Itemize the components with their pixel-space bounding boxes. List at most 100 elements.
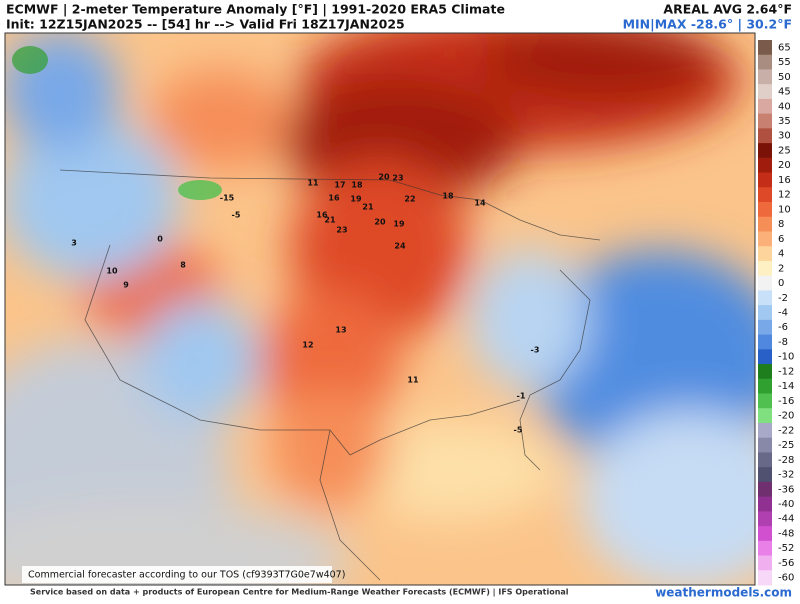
station-value: 12 (302, 341, 313, 350)
color-swatch (758, 260, 772, 277)
color-swatch (758, 570, 772, 586)
colorbar-label: 16 (778, 175, 791, 186)
color-swatch (758, 128, 772, 144)
colorbar-label: 12 (778, 190, 791, 201)
color-swatch (758, 172, 772, 188)
station-value: 21 (324, 216, 336, 225)
color-swatch (758, 113, 772, 129)
colorbar-label: -52 (778, 543, 794, 554)
colorbar-label: 55 (778, 57, 791, 68)
color-swatch (758, 98, 772, 115)
color-swatch (758, 452, 772, 468)
color-swatch (758, 481, 772, 498)
colorbar-label: 30 (778, 131, 791, 142)
color-swatch (758, 467, 772, 483)
area-avg: AREAL AVG 2.64°F (663, 2, 792, 17)
min-max: MIN|MAX -28.6° | 30.2°F (623, 17, 792, 32)
colorbar-label: -20 (778, 411, 794, 422)
station-value: 22 (404, 195, 415, 204)
station-value: 17 (334, 181, 345, 190)
colorbar-label: -40 (778, 499, 794, 510)
colorbar-label: 0 (778, 278, 784, 289)
colorbar-label: 10 (778, 204, 791, 215)
color-swatch (758, 143, 772, 159)
colorbar-label: -16 (778, 396, 794, 407)
colorbar-label: 2 (778, 263, 784, 274)
colorbar-label: -8 (778, 337, 788, 348)
colorbar-label: 6 (778, 234, 784, 245)
title: ECMWF | 2-meter Temperature Anomaly [°F]… (6, 2, 505, 17)
color-swatch (758, 334, 772, 350)
color-swatch (758, 349, 772, 365)
color-swatch (758, 69, 772, 85)
colorbar-label: -6 (778, 322, 788, 333)
colorbar-label: -36 (778, 484, 794, 495)
colorbar-label: -2 (778, 293, 788, 304)
station-value: 18 (351, 181, 363, 190)
site: weathermodels.com (655, 586, 792, 600)
colorbar-label: -12 (778, 366, 794, 377)
station-value: 11 (307, 179, 319, 188)
station-value: 19 (350, 195, 362, 204)
station-value: 19 (393, 220, 405, 229)
station-value: 13 (335, 326, 346, 335)
color-swatch (758, 275, 772, 291)
color-swatch (758, 540, 772, 557)
station-value: 23 (336, 226, 347, 235)
color-swatch (758, 84, 772, 100)
colorbar-label: -60 (778, 573, 794, 584)
color-swatch (758, 511, 772, 527)
station-value: -5 (514, 426, 523, 435)
colorbar-label: -32 (778, 470, 794, 481)
color-swatch (758, 40, 772, 56)
color-swatch (758, 408, 772, 424)
station-value: 11 (407, 376, 419, 385)
colorbar-label: 8 (778, 219, 784, 230)
colorbar-label: 35 (778, 116, 791, 127)
color-swatch (758, 378, 772, 395)
station-value: -5 (232, 211, 241, 220)
color-swatch (758, 555, 772, 571)
colorbar-label: 40 (778, 101, 791, 112)
colorbar-label: -14 (778, 381, 794, 392)
colorbar-label: 20 (778, 160, 791, 171)
color-swatch (758, 393, 772, 409)
station-value: 16 (316, 211, 328, 220)
station-value: 21 (362, 203, 374, 212)
station-value: -3 (531, 346, 540, 355)
disclaimer: Commercial forecaster according to our T… (28, 570, 345, 581)
color-swatch (758, 496, 772, 512)
station-value: 0 (157, 235, 163, 244)
station-value: 23 (392, 174, 403, 183)
colorbar-label: -10 (778, 352, 794, 363)
color-swatch (758, 526, 772, 542)
colorbar-label: 50 (778, 72, 791, 83)
color-swatch (758, 319, 772, 336)
station-value: 20 (378, 173, 390, 182)
colorbar-label: -4 (778, 308, 788, 319)
color-swatch (758, 246, 772, 262)
colorbar-label: 65 (778, 42, 791, 53)
colorbar-label: 4 (778, 249, 784, 260)
station-value: 14 (474, 199, 486, 208)
color-swatch (758, 364, 772, 380)
colorbar-label: -25 (778, 440, 794, 451)
colorbar-label: -44 (778, 514, 794, 525)
color-swatch (758, 202, 772, 218)
station-value: 20 (374, 218, 386, 227)
colorbar-label: -28 (778, 455, 794, 466)
credit: Service based on data + products of Euro… (30, 588, 569, 597)
colorbar-label: 25 (778, 145, 791, 156)
station-value: 8 (180, 261, 186, 270)
colorbar-label: -56 (778, 558, 794, 569)
station-value: 3 (71, 239, 77, 248)
colorbar-label: -48 (778, 528, 794, 539)
color-swatch (758, 54, 772, 70)
color-swatch (758, 187, 772, 203)
station-value: 18 (442, 192, 454, 201)
station-value: 24 (394, 242, 406, 251)
station-value: 16 (328, 194, 340, 203)
colorbar-label: 45 (778, 87, 791, 98)
colorbar: 65555045403530252016121086420-2-4-6-8-10… (758, 40, 794, 586)
